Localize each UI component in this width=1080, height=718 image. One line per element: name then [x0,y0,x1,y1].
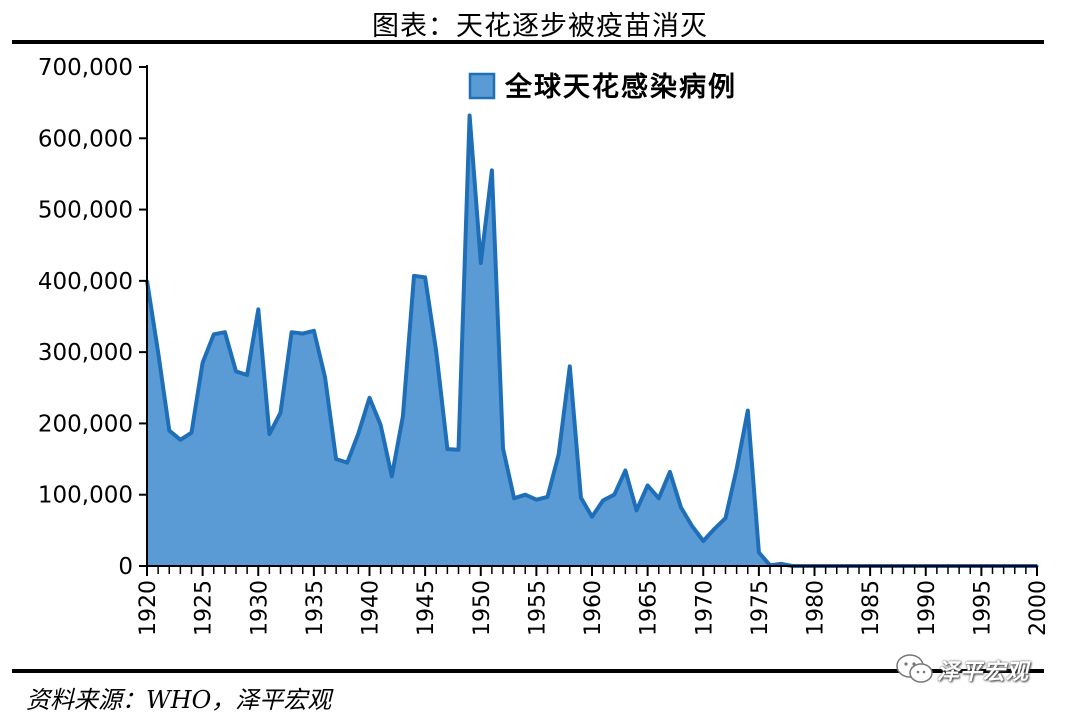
data-point [290,330,294,334]
data-point [657,496,661,500]
plot-area: 0 100,000 200,000 300,000 400,000 500,000 600,… [38,55,1051,636]
x-tick-label: 1925 [192,580,217,636]
data-point [423,275,427,279]
legend-swatch [468,72,496,100]
chart-caption: 图表：天花逐步被疫苗消灭 [372,11,708,42]
data-point [534,498,538,502]
legend-label: 全球天花感染病例 [504,71,737,103]
data-point [612,493,616,497]
data-point [490,168,494,172]
data-point [334,457,338,461]
data-point [779,562,783,566]
data-point [245,373,249,377]
data-point [178,438,182,442]
data-point [523,493,527,497]
data-point [234,369,238,373]
x-tick-label: 1920 [136,580,161,636]
data-point [757,551,761,554]
data-point [167,429,171,433]
data-point [468,114,472,117]
y-tick-label: 500,000 [38,198,133,224]
x-tick-label: 1930 [247,580,272,636]
data-point [156,350,160,354]
data-point [712,527,716,531]
data-point [512,496,516,500]
data-point [379,423,383,427]
data-point [356,431,360,435]
data-point [746,409,750,413]
data-point [579,496,583,500]
data-point [223,330,227,334]
data-point [557,453,561,457]
data-point [546,495,549,499]
data-point [190,431,193,435]
data-point [412,274,416,278]
data-point [323,375,327,379]
data-point [301,332,305,336]
data-point [635,508,638,512]
data-point [601,498,605,502]
wechat-icon [896,654,933,683]
bottom-rule [12,669,1044,673]
x-tick-label: 1985 [859,580,884,636]
data-point [401,414,405,418]
watermark: 泽平宏观 [895,652,1055,686]
y-tick-label: 300,000 [38,340,133,366]
data-point [724,516,727,520]
x-tick-label: 1940 [359,580,384,636]
data-point [679,506,683,509]
data-point [445,447,449,451]
legend: 全球天花感染病例 [468,71,737,103]
data-point [434,350,438,354]
y-tick-label: 200,000 [38,411,133,437]
data-point [390,474,394,478]
data-point [267,432,271,436]
x-tick-label: 1975 [748,580,773,636]
data-point [345,461,349,465]
data-point [735,467,739,471]
y-tick-label: 600,000 [38,126,133,152]
y-tick-label: 0 [118,554,133,580]
data-point [279,411,282,415]
data-point [256,307,260,311]
data-point [646,483,650,487]
x-tick-label: 1995 [970,580,995,636]
x-tick-label: 1950 [470,580,495,636]
data-point [368,396,371,400]
data-point [479,261,483,265]
data-point [457,448,460,452]
x-tick-label: 2000 [1026,580,1051,636]
data-point [668,470,672,474]
data-point [568,364,572,368]
data-point [701,539,705,543]
x-tick-label: 1955 [525,580,550,636]
y-tick-label: 100,000 [38,483,133,509]
x-tick-label: 1970 [692,580,717,636]
data-point [623,469,627,472]
watermark-text: 泽平宏观 [937,660,1030,685]
data-point [212,332,216,336]
data-point [501,446,505,450]
source-note: 资料来源：WHO，泽平宏观 [26,686,332,714]
series-area [147,115,1037,566]
y-tick-label: 400,000 [38,269,133,295]
x-tick-label: 1965 [637,580,662,636]
top-rule [12,40,1044,44]
x-tick-label: 1990 [915,580,940,636]
data-point [690,524,694,528]
x-tick-label: 1935 [303,580,328,636]
data-point [312,329,316,333]
x-tick-label: 1980 [804,580,829,636]
y-tick-label: 700,000 [38,55,133,81]
data-point [201,361,205,365]
x-tick-label: 1960 [581,580,606,636]
data-point [590,515,594,519]
x-tick-label: 1945 [414,580,439,636]
smallpox-area-chart: 0 100,000 200,000 300,000 400,000 500,000 600,… [38,55,1051,636]
